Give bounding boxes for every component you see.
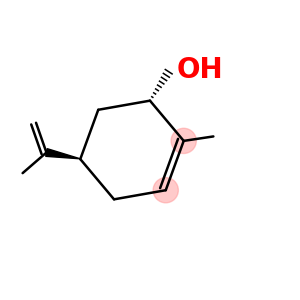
Circle shape [171, 128, 196, 154]
Text: OH: OH [176, 56, 223, 84]
Circle shape [153, 178, 178, 203]
Polygon shape [46, 149, 80, 159]
